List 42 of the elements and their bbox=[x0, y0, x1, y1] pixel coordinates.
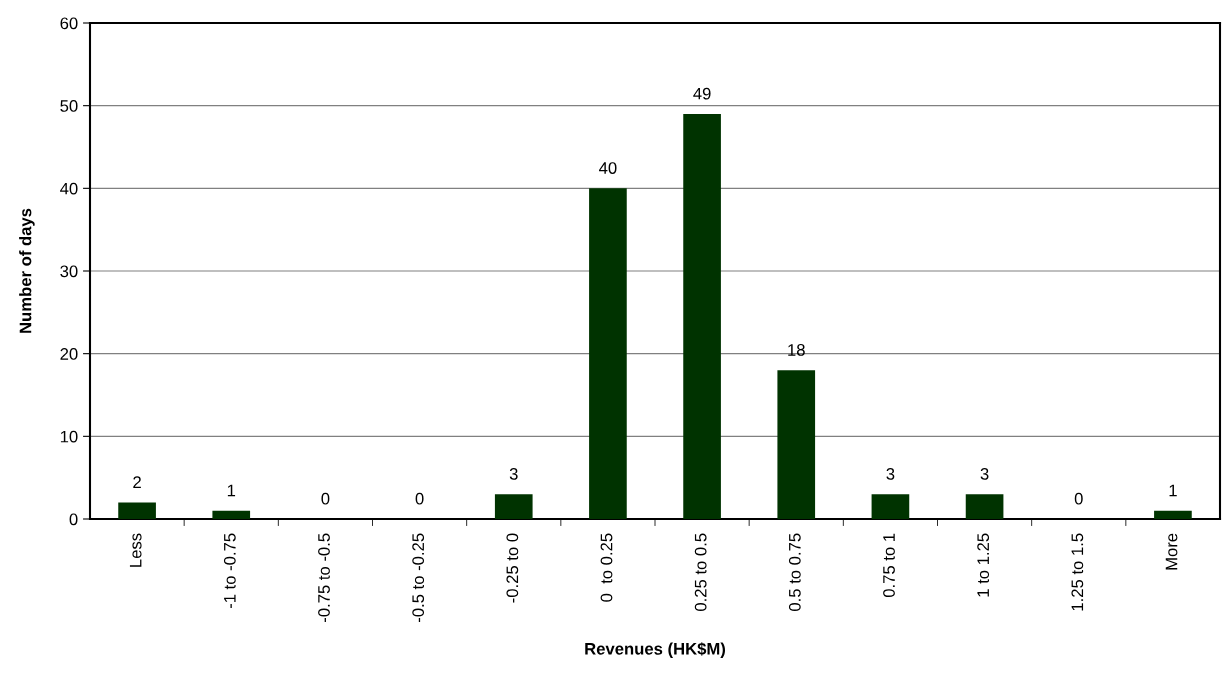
bar bbox=[777, 370, 816, 519]
data-label: 40 bbox=[599, 162, 617, 174]
y-tick-label: 10 bbox=[60, 430, 78, 443]
data-label: 0 bbox=[1074, 492, 1083, 505]
bar bbox=[1154, 510, 1192, 519]
bar bbox=[589, 188, 627, 519]
x-axis-title: Revenues (HK$M) bbox=[585, 642, 726, 659]
bar bbox=[118, 502, 156, 519]
y-tick-label: 40 bbox=[60, 182, 78, 195]
data-label: 18 bbox=[788, 343, 805, 356]
y-axis-title: Number of days bbox=[19, 208, 35, 333]
x-tick-label: 0.5 to 0.75 bbox=[788, 533, 801, 611]
data-label: 2 bbox=[133, 476, 141, 488]
bar bbox=[212, 510, 251, 519]
y-tick-label: 20 bbox=[60, 348, 78, 360]
x-tick-label: 0 to 0.25 bbox=[600, 533, 613, 602]
data-label: 1 bbox=[227, 484, 236, 497]
x-tick-label: -0.75 to -0.5 bbox=[318, 533, 330, 623]
data-label: 49 bbox=[693, 87, 711, 100]
bar bbox=[965, 494, 1004, 519]
data-label: 3 bbox=[886, 467, 895, 480]
x-tick-label: 0.75 to 1 bbox=[883, 533, 895, 598]
data-label: 1 bbox=[1169, 484, 1177, 497]
x-tick-label: More bbox=[1165, 533, 1178, 570]
x-tick-label: 0.25 to 0.5 bbox=[694, 533, 707, 611]
data-label: 3 bbox=[509, 467, 518, 480]
bar bbox=[494, 494, 533, 519]
y-tick-label: 30 bbox=[60, 265, 78, 278]
y-tick-label: 60 bbox=[60, 17, 78, 30]
bar bbox=[683, 113, 721, 519]
data-label: 0 bbox=[321, 492, 330, 505]
bar bbox=[871, 494, 910, 519]
x-tick-label: -0.5 to -0.25 bbox=[412, 533, 425, 623]
x-tick-label: 1.25 to 1.5 bbox=[1071, 533, 1084, 611]
data-label: 0 bbox=[415, 492, 424, 505]
x-tick-label: -1 to -0.75 bbox=[223, 533, 236, 609]
x-tick-label: -0.25 to 0 bbox=[506, 533, 519, 603]
data-label: 3 bbox=[980, 467, 989, 480]
y-tick-label: 0 bbox=[69, 513, 78, 526]
x-tick-label: 1 to 1.25 bbox=[977, 533, 990, 597]
y-tick-label: 50 bbox=[60, 100, 78, 112]
x-tick-label: Less bbox=[129, 533, 142, 567]
